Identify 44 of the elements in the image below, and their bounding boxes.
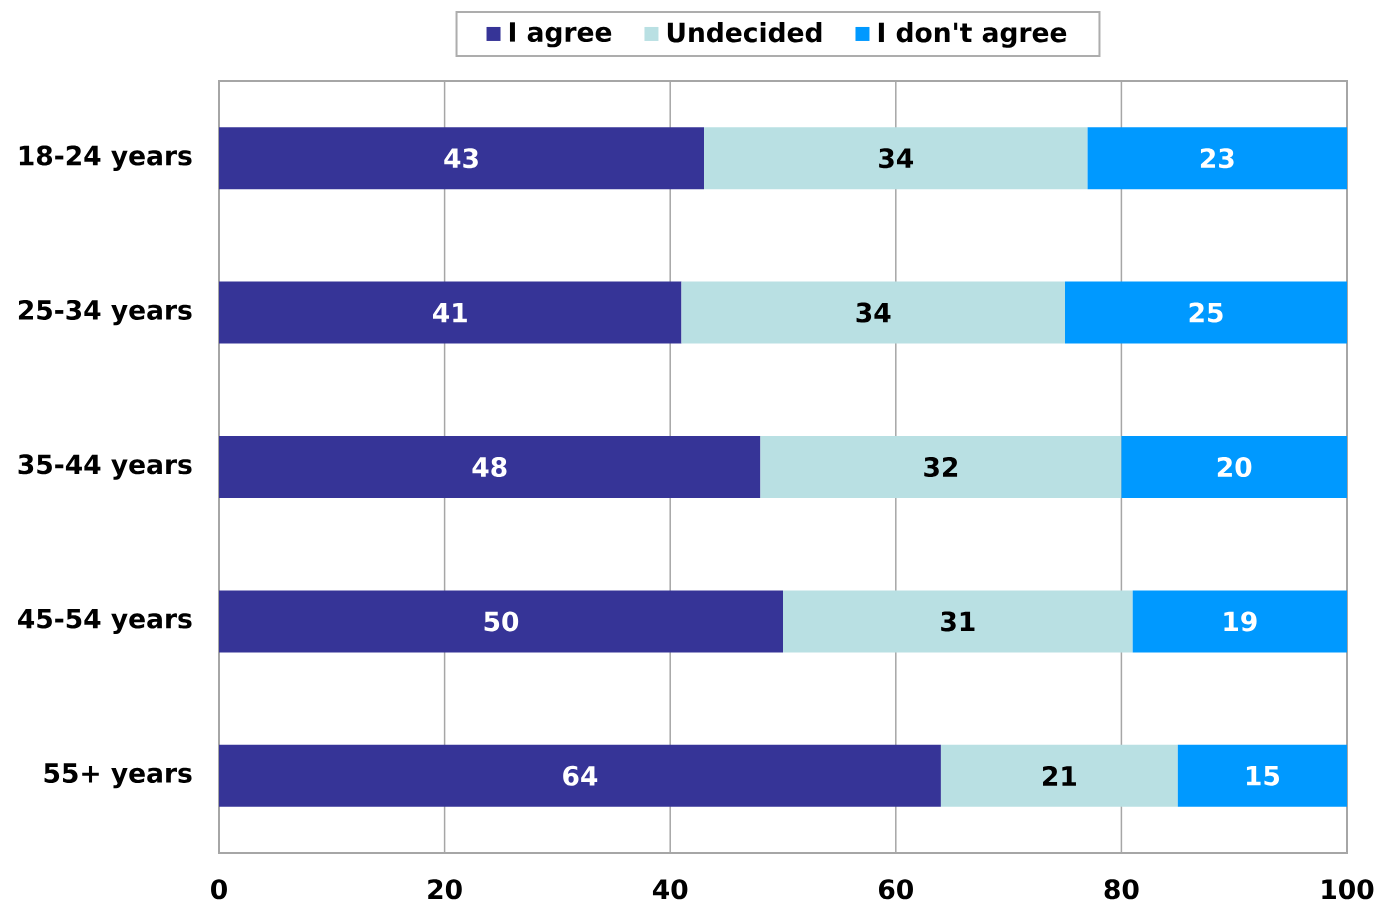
bar	[1132, 590, 1347, 653]
data-label: 34	[879, 148, 914, 169]
bar	[219, 281, 682, 344]
legend-label: I don't agree	[878, 21, 1067, 48]
legend-label: Undecided	[667, 21, 822, 43]
data-label: 23	[1200, 148, 1234, 169]
x-tick-label: 0	[211, 879, 227, 900]
bar	[1177, 744, 1347, 807]
data-label: 21	[1043, 765, 1076, 786]
bar	[1065, 281, 1347, 344]
bar	[219, 744, 941, 807]
data-label: 48	[472, 456, 507, 478]
data-label: 15	[1246, 765, 1279, 786]
bar	[219, 127, 705, 190]
bar	[219, 436, 761, 498]
y-tick-label: 55+ years	[44, 763, 192, 789]
legend-label: I agree	[509, 22, 612, 48]
bar	[1087, 127, 1347, 190]
bar	[760, 436, 1122, 498]
data-label: 41	[432, 302, 467, 323]
data-label: 43	[444, 148, 478, 169]
data-label: 25	[1189, 302, 1223, 323]
data-label: 19	[1224, 611, 1257, 632]
y-tick-label: 25-34 years	[18, 299, 192, 326]
data-label: 50	[484, 611, 519, 632]
bar	[681, 281, 1065, 344]
data-label: 20	[1217, 456, 1252, 478]
bar	[704, 127, 1088, 190]
bar	[940, 744, 1178, 807]
x-tick-label: 60	[879, 879, 913, 900]
x-tick-label: 40	[652, 879, 688, 900]
bar	[219, 590, 783, 653]
bar	[783, 590, 1133, 653]
data-label: 31	[941, 611, 975, 632]
y-tick-label: 18-24 years	[19, 145, 192, 171]
x-tick-label: 80	[1104, 879, 1139, 900]
y-tick-label: 35-44 years	[18, 454, 192, 480]
y-tick-label: 45-54 years	[18, 608, 192, 634]
data-label: 32	[924, 456, 958, 478]
x-tick-label: 100	[1322, 879, 1374, 900]
data-label: 34	[856, 302, 891, 323]
x-tick-label: 20	[428, 879, 462, 900]
data-label: 64	[563, 765, 598, 786]
bar	[1121, 436, 1347, 498]
